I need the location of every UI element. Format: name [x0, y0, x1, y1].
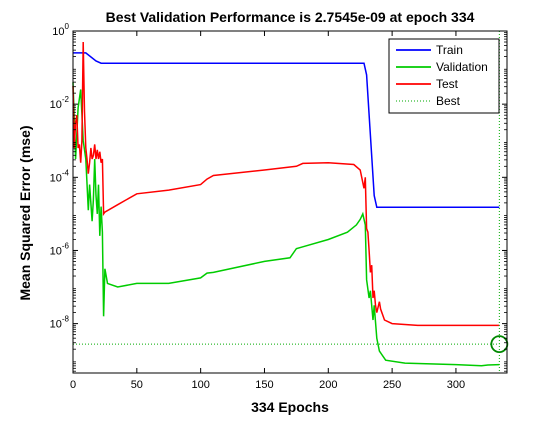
- x-axis-ticks: 0 50 100 150 200 250 300: [70, 31, 465, 391]
- legend-label-train: Train: [436, 43, 463, 57]
- y-tick-label: 10-2: [50, 95, 70, 111]
- x-tick-label: 250: [383, 379, 401, 391]
- x-tick-label: 150: [255, 379, 273, 391]
- y-tick-exponent: -2: [62, 95, 70, 104]
- legend-label-best: Best: [436, 94, 461, 108]
- y-tick-base: 10: [50, 319, 62, 331]
- x-tick-label: 0: [70, 379, 76, 391]
- y-tick-exponent: -4: [62, 168, 70, 177]
- chart-title: Best Validation Performance is 2.7545e-0…: [106, 9, 475, 25]
- y-tick-label: 10-4: [50, 168, 70, 184]
- x-tick-label: 100: [191, 379, 209, 391]
- legend: Train Validation Test Best: [388, 38, 500, 114]
- x-tick-label: 50: [131, 379, 143, 391]
- y-axis-label: Mean Squared Error (mse): [17, 125, 33, 300]
- legend-label-test: Test: [436, 77, 459, 91]
- series-layer: [72, 31, 500, 373]
- y-tick-label: 10-6: [50, 241, 70, 257]
- legend-box: [388, 38, 500, 114]
- legend-label-validation: Validation: [436, 60, 488, 74]
- x-axis-label: 334 Epochs: [251, 399, 329, 415]
- y-tick-exponent: 0: [65, 22, 70, 31]
- y-tick-base: 10: [52, 26, 64, 38]
- y-tick-label: 10-8: [50, 315, 70, 331]
- y-tick-exponent: -8: [62, 315, 70, 324]
- series-line-train: [73, 52, 500, 209]
- y-tick-base: 10: [50, 172, 62, 184]
- y-tick-base: 10: [50, 99, 62, 111]
- y-tick-label: 100: [52, 22, 69, 38]
- y-tick-exponent: -6: [62, 241, 70, 250]
- series-line-test: [72, 41, 500, 327]
- x-tick-label: 300: [447, 379, 465, 391]
- x-tick-label: 200: [319, 379, 337, 391]
- series-line-validation: [72, 82, 500, 367]
- y-tick-base: 10: [50, 245, 62, 257]
- plot-frame: [72, 30, 508, 374]
